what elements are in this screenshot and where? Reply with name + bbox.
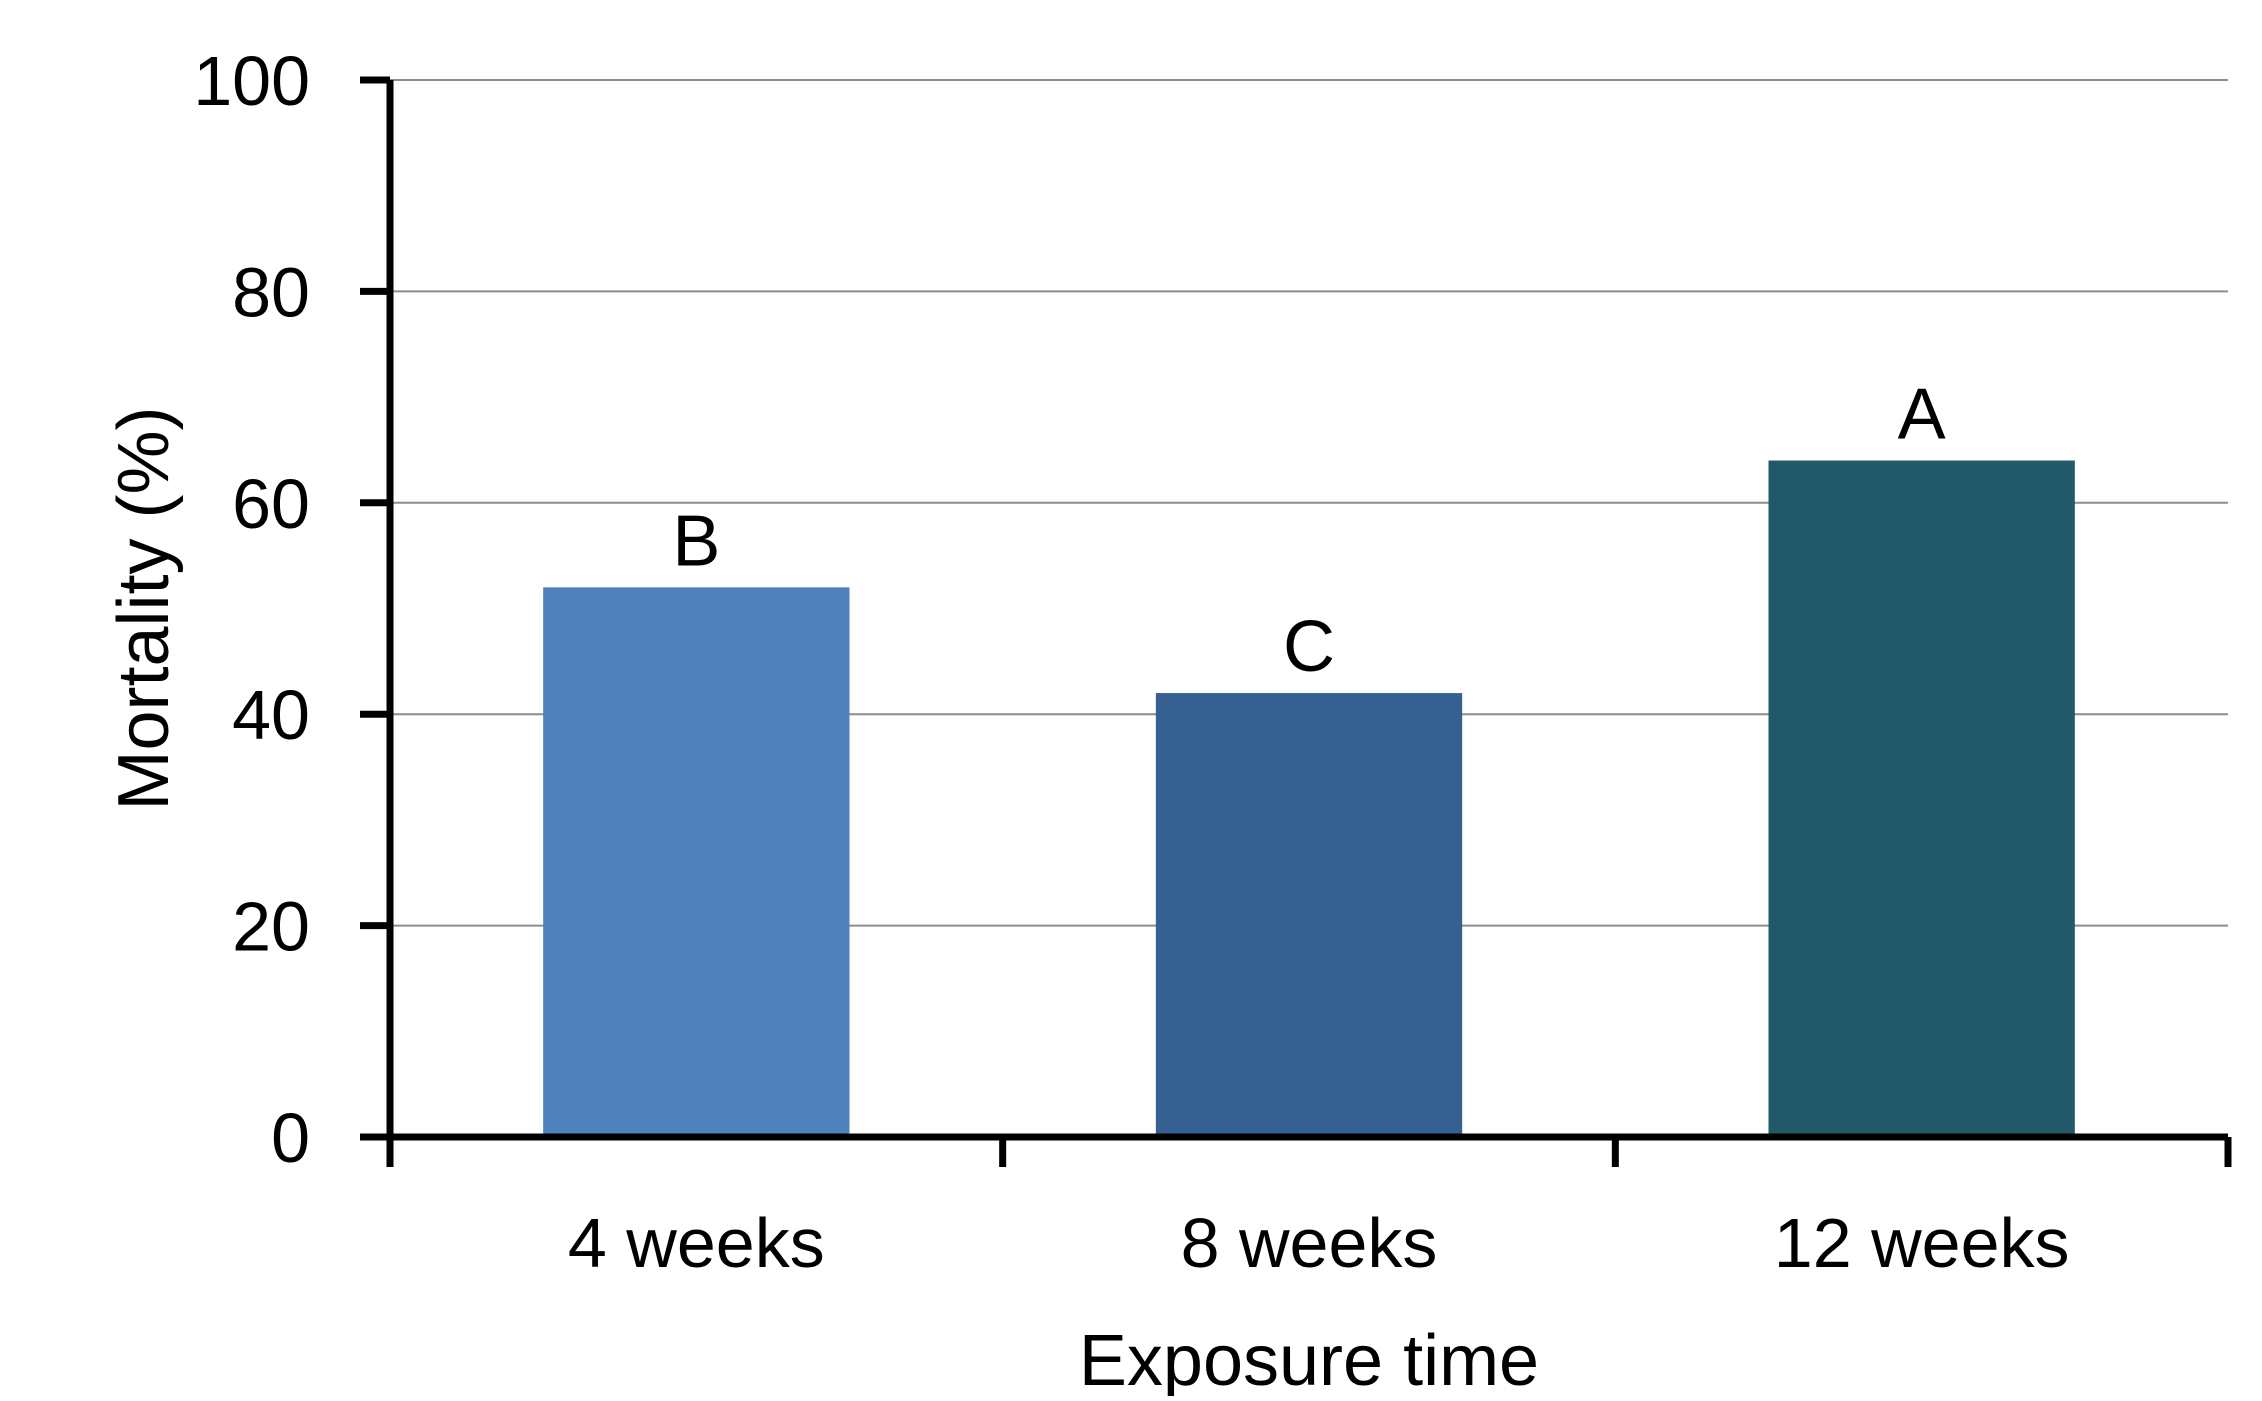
y-tick-label: 40 xyxy=(232,676,310,754)
y-axis-title: Mortality (%) xyxy=(104,406,184,810)
y-tick-label: 20 xyxy=(232,888,310,966)
y-tick-label: 100 xyxy=(193,42,310,120)
y-tick-label: 60 xyxy=(232,465,310,543)
labels: Mortality (%) Exposure time B 4 weeks C 8 w… xyxy=(104,42,2070,1401)
x-tick-label: 12 weeks xyxy=(1774,1204,2070,1282)
bar xyxy=(1768,460,2075,1137)
ticks xyxy=(360,76,2232,1167)
bar xyxy=(543,587,850,1137)
x-axis-title: Exposure time xyxy=(1079,1321,1539,1396)
x-tick-label: 4 weeks xyxy=(568,1204,825,1282)
x-tick-label: 8 weeks xyxy=(1181,1204,1438,1282)
bar-significance-label: A xyxy=(1898,375,1946,455)
y-tick-label: 80 xyxy=(232,253,310,331)
axes xyxy=(360,80,2228,1167)
bar xyxy=(1155,693,1463,1137)
bar-significance-label: C xyxy=(1283,607,1335,687)
bars xyxy=(543,460,2075,1137)
y-tick-label: 0 xyxy=(271,1099,310,1177)
bar-significance-label: B xyxy=(672,501,720,581)
